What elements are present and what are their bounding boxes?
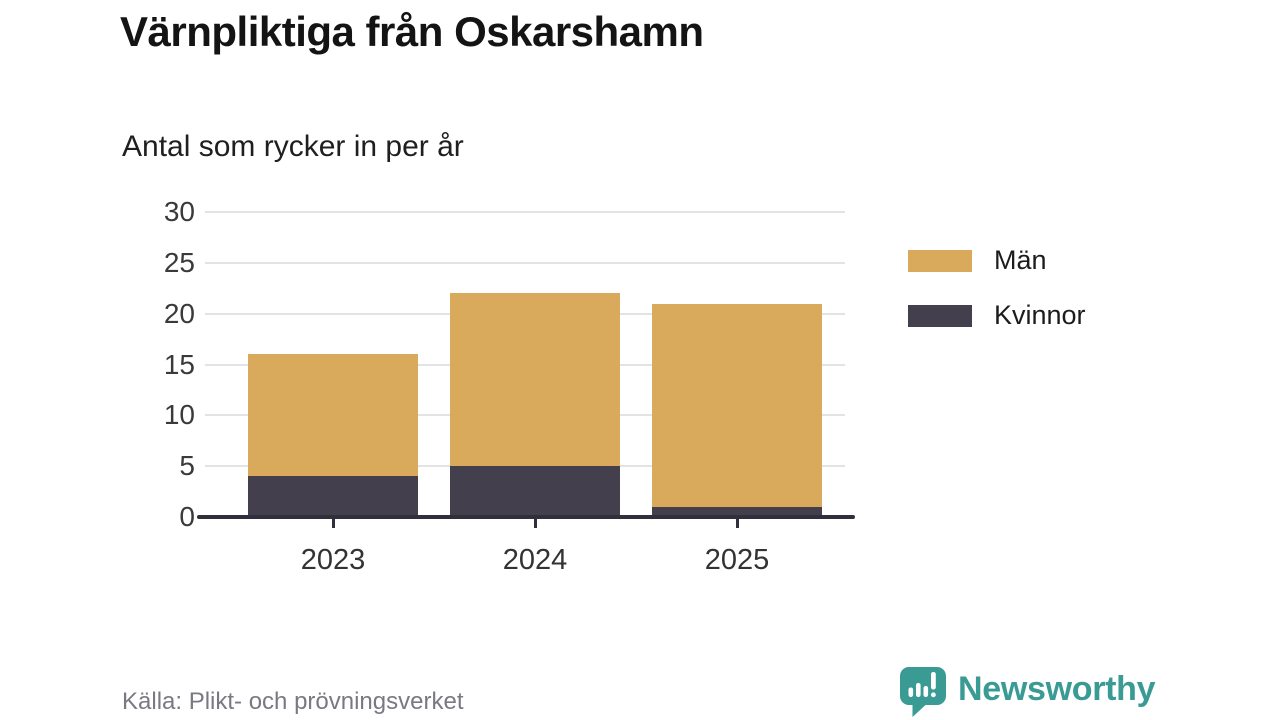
y-axis-tick-label: 30 bbox=[163, 196, 195, 227]
bar-segment-2023-Män bbox=[248, 354, 418, 477]
newsworthy-speech-bubble-chart-icon bbox=[900, 667, 946, 717]
y-axis-tick-label: 20 bbox=[163, 297, 195, 329]
legend-label-1: Kvinnor bbox=[994, 300, 1086, 330]
brand-logo: Newsworthy bbox=[898, 665, 1156, 718]
y-axis-tick-label: 0 bbox=[179, 501, 195, 532]
gridline-30 bbox=[205, 211, 845, 213]
bar-segment-2025-Kvinnor bbox=[652, 506, 822, 517]
bar-segment-2024-Kvinnor bbox=[450, 466, 620, 517]
legend: Män Kvinnor bbox=[908, 245, 1086, 331]
source-text: Källa: Plikt- och prövningsverket bbox=[122, 688, 464, 715]
legend-item-Kvinnor: Kvinnor bbox=[908, 300, 1086, 331]
chart-title: Värnpliktiga från Oskarshamn bbox=[120, 8, 704, 55]
legend-item-Män: Män bbox=[908, 245, 1086, 276]
x-axis-tick-2024 bbox=[533, 519, 537, 528]
x-axis-tick-2025 bbox=[735, 519, 739, 528]
y-axis-tick-label: 25 bbox=[163, 246, 195, 278]
x-axis-tick-2023 bbox=[331, 519, 335, 528]
bar-segment-2023-Kvinnor bbox=[248, 476, 418, 517]
legend-swatch-1 bbox=[908, 304, 972, 327]
y-axis-tick-label: 15 bbox=[163, 348, 195, 380]
brand-wordmark: Newsworthy bbox=[958, 670, 1156, 708]
legend-swatch-0 bbox=[908, 249, 972, 272]
y-axis-tick-label: 5 bbox=[179, 450, 195, 482]
y-axis-tick-label: 10 bbox=[163, 399, 195, 431]
x-axis-category-label: 2025 bbox=[704, 544, 770, 576]
x-axis-category-label: 2024 bbox=[502, 544, 568, 576]
x-axis-line bbox=[197, 515, 855, 519]
bar-segment-2025-Män bbox=[652, 303, 822, 507]
bar-segment-2024-Män bbox=[450, 293, 620, 467]
gridline-25 bbox=[205, 261, 845, 264]
x-axis-category-label: 2023 bbox=[300, 544, 366, 576]
chart-subtitle: Antal som rycker in per år bbox=[122, 130, 464, 163]
legend-label-0: Män bbox=[994, 245, 1047, 275]
